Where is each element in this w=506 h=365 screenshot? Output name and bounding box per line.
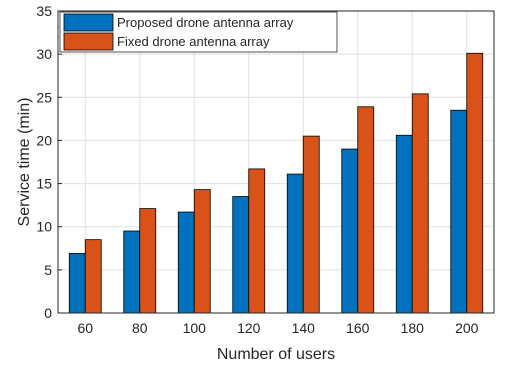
y-tick-label: 0 [44,305,52,321]
y-tick-label: 30 [36,46,52,62]
y-axis-label: Service time (min) [16,98,33,227]
x-axis-label: Number of users [217,346,335,363]
bar-fixed-160 [357,106,375,314]
x-tick-label: 60 [77,320,93,336]
bars [68,52,484,314]
bar-proposed-160 [341,148,359,314]
legend-label-fixed: Fixed drone antenna array [117,34,270,49]
bar-fixed-140 [302,135,320,314]
legend: Proposed drone antenna array Fixed drone… [59,11,338,53]
bar-fixed-180 [411,93,429,314]
bar-proposed-180 [395,134,413,314]
legend-swatch-fixed [63,32,114,51]
y-tick-label: 35 [36,3,52,19]
legend-label-proposed: Proposed drone antenna array [117,15,294,30]
y-tick-label: 20 [36,132,52,148]
bar-fixed-120 [248,168,266,314]
legend-swatch-proposed [63,13,114,32]
x-tick-label: 180 [401,320,425,336]
bar-proposed-80 [123,230,141,314]
x-tick-label: 80 [132,320,148,336]
bar-proposed-60 [68,253,86,314]
bar-proposed-100 [177,211,195,314]
y-tick-label: 5 [44,262,52,278]
y-tick-label: 25 [36,89,52,105]
y-tick-label: 15 [36,176,52,192]
x-tick-label: 200 [455,320,479,336]
bar-proposed-120 [232,196,250,314]
x-tick-label: 160 [346,320,370,336]
bar-fixed-80 [139,208,157,314]
bar-fixed-100 [193,189,211,314]
x-tick-label: 120 [237,320,261,336]
bar-proposed-140 [286,173,304,314]
bar-fixed-200 [466,52,484,314]
x-tick-label: 140 [292,320,316,336]
plot-frame [57,10,495,314]
y-tick-label: 10 [36,219,52,235]
bar-fixed-60 [84,239,102,314]
axis-ticks: 0 5 10 15 20 25 30 35 60 80 100 120 140 160 180 200 [36,3,478,336]
x-tick-label: 100 [183,320,207,336]
bar-proposed-200 [450,109,468,314]
